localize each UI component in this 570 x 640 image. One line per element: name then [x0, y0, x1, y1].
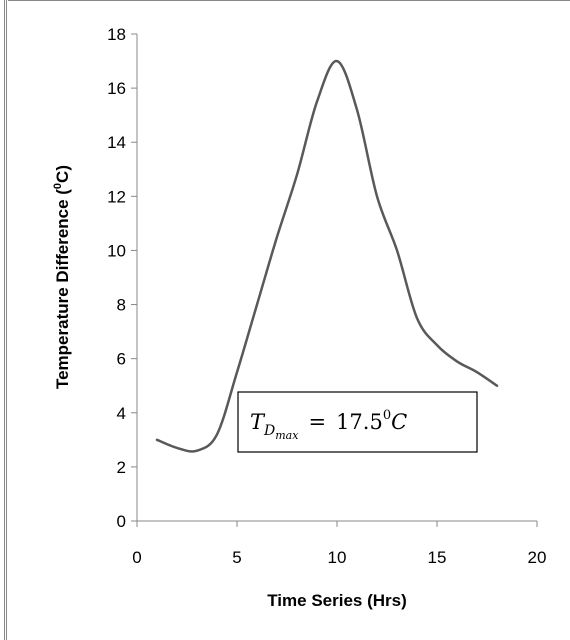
y-tick-label: 6	[117, 350, 126, 369]
x-tick-label: 10	[328, 548, 347, 567]
y-tick-label: 18	[107, 25, 126, 44]
x-tick-label: 15	[428, 548, 447, 567]
temperature-difference-line	[155, 59, 499, 453]
axes	[131, 33, 538, 527]
annotation-box	[237, 391, 478, 453]
page-frame-left-border	[4, 0, 7, 640]
y-tick-label: 0	[117, 512, 126, 531]
x-axis-title: Time Series (Hrs)	[267, 591, 407, 610]
y-tick-label: 10	[107, 241, 126, 260]
x-tick-label: 5	[232, 548, 241, 567]
tick-labels: 0 2 4 6 8 10 12 14 16 18 0 5 10 15 20	[107, 25, 546, 567]
x-tick-label: 20	[528, 548, 547, 567]
y-tick-label: 8	[117, 296, 126, 315]
max-temperature-annotation: TDmax= 17.50C	[237, 391, 478, 453]
y-tick-label: 4	[117, 404, 126, 423]
y-tick-label: 2	[117, 458, 126, 477]
y-axis-title: Temperature Difference (0C)	[52, 165, 72, 389]
x-tick-label: 0	[132, 548, 141, 567]
page-frame-top-border	[8, 0, 570, 1]
y-tick-label: 14	[107, 133, 126, 152]
y-tick-label: 12	[107, 187, 126, 206]
y-tick-label: 16	[107, 79, 126, 98]
annotation-text: TDmax= 17.50C	[250, 408, 407, 442]
